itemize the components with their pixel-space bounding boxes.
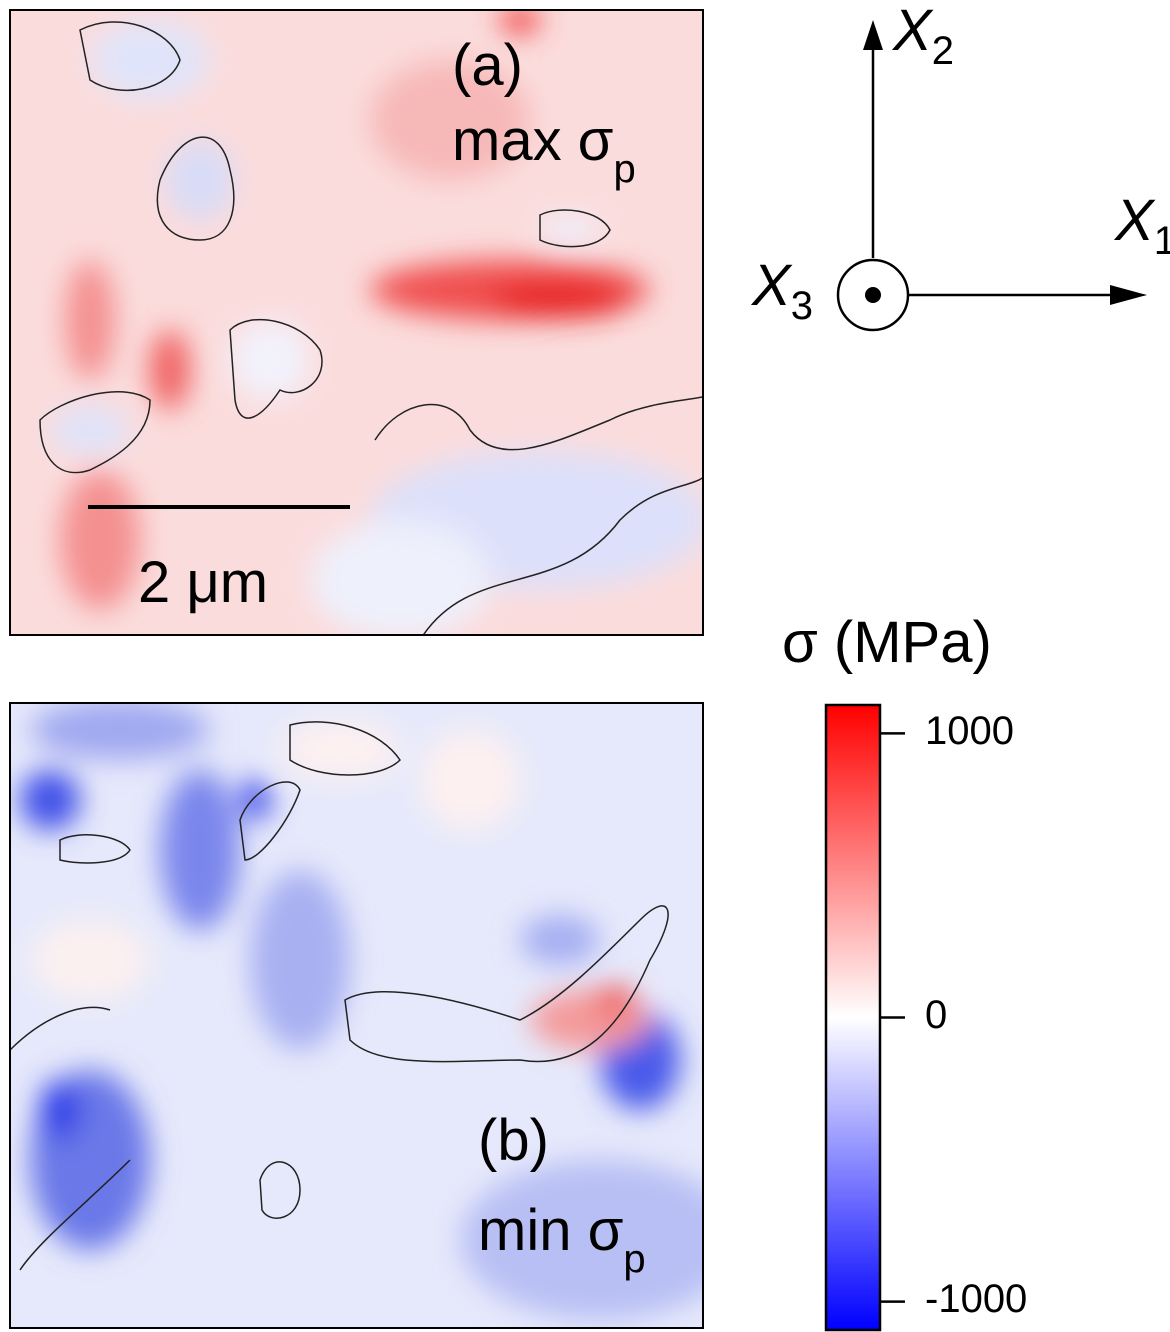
panel-label: (a): [452, 33, 523, 98]
panel-quantity: min σp: [478, 1198, 646, 1281]
quantity: max σ: [452, 108, 613, 173]
panel-quantity: max σp: [452, 108, 636, 191]
map-b: [10, 703, 703, 1328]
panel-frame: [9, 9, 704, 636]
colorbar-scale: [824, 703, 882, 1332]
axis-subscript: 1: [1154, 219, 1170, 263]
axis-letter: X: [891, 0, 934, 63]
axis-label: X3: [750, 253, 813, 328]
quantity: min σ: [478, 1198, 623, 1263]
scale-bar-label: 2 μm: [138, 550, 268, 615]
map-a: [10, 10, 703, 635]
colorbar: -1000 0 1000: [824, 703, 1027, 1332]
tick-label: 1000: [925, 709, 1014, 753]
panel-frame: [9, 702, 704, 1329]
axis-subscript: 2: [932, 29, 954, 73]
axis-label: X1: [1113, 188, 1170, 263]
axis-subscript: 3: [791, 284, 813, 328]
axis-label: X2: [891, 0, 954, 73]
panel-label: (b): [478, 1108, 549, 1173]
subscript: p: [613, 147, 635, 191]
tick-label: -1000: [925, 1277, 1027, 1321]
tick-label: 0: [925, 993, 947, 1037]
colorbar-title: σ (MPa): [782, 610, 992, 675]
axis-letter: X: [1113, 188, 1156, 253]
axis-triad: [836, 20, 1147, 332]
subscript: p: [623, 1237, 645, 1281]
axis-letter: X: [750, 253, 793, 318]
